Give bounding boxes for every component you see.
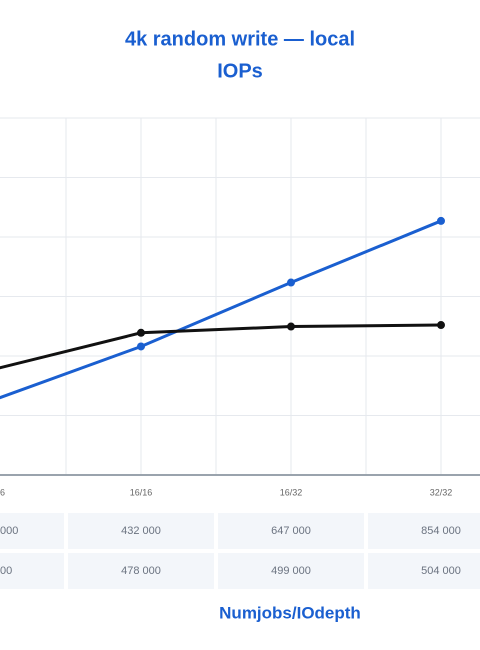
x-tick-label: 6	[0, 487, 5, 497]
table-cell	[68, 553, 214, 589]
data-point	[287, 322, 295, 331]
table-value: 499 000	[271, 565, 311, 577]
chart-subtitle: IOPs	[217, 60, 263, 82]
data-point	[137, 328, 145, 337]
data-point	[137, 342, 145, 351]
x-axis-title: Numjobs/IOdepth	[219, 603, 361, 622]
table-cell	[368, 553, 480, 589]
table-value: 00	[0, 565, 12, 577]
x-tick-label: 32/32	[430, 487, 453, 497]
data-point	[437, 321, 445, 330]
table-cell	[0, 513, 64, 549]
table-cell	[68, 513, 214, 549]
series-line	[0, 323, 442, 370]
x-tick-label: 16/32	[280, 487, 303, 497]
series-line	[0, 219, 442, 400]
data-point	[287, 278, 295, 287]
table-value: 000	[0, 525, 18, 537]
data-point	[437, 216, 445, 225]
table-value: 854 000	[421, 525, 461, 537]
table-value: 478 000	[121, 565, 161, 577]
table-cell	[218, 513, 364, 549]
table-value: 647 000	[271, 525, 311, 537]
table-value: 504 000	[421, 565, 461, 577]
table-value: 432 000	[121, 525, 161, 537]
chart-title: 4k random write — local	[125, 28, 355, 50]
table-cell	[0, 553, 64, 589]
x-tick-label: 16/16	[130, 487, 153, 497]
table-cell	[218, 553, 364, 589]
table-cell	[368, 513, 480, 549]
